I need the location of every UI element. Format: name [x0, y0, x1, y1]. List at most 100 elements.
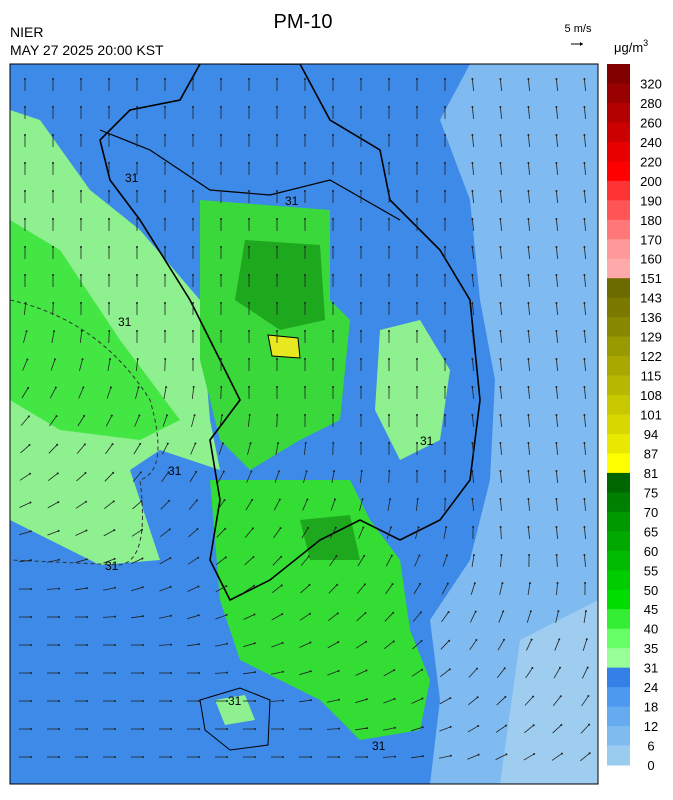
wind-arrow-head: [416, 134, 418, 136]
wind-arrow-head: [58, 530, 60, 532]
wind-arrow-head: [276, 302, 278, 304]
legend-label: 50: [644, 583, 658, 598]
wind-arrow-head: [499, 106, 501, 108]
unit-sup: 3: [643, 38, 648, 48]
wind-arrow-head: [136, 190, 138, 192]
wind-arrow-head: [499, 470, 501, 472]
wind-arrow-head: [136, 218, 138, 220]
legend-label: 60: [644, 544, 658, 559]
wind-arrow-head: [195, 471, 197, 473]
wind-arrow-head: [85, 501, 87, 503]
legend-label: 190: [640, 193, 662, 208]
unit-base: μg/m: [614, 40, 643, 55]
wind-arrow-head: [164, 246, 166, 248]
wind-arrow-head: [471, 246, 473, 248]
wind-arrow-head: [471, 386, 473, 388]
wind-arrow-head: [140, 471, 142, 473]
wind-arrow-head: [366, 756, 368, 758]
wind-arrow-head: [164, 78, 166, 80]
wind-arrow-head: [276, 386, 278, 388]
wind-arrow-head: [304, 218, 306, 220]
wind-arrow-head: [220, 190, 222, 192]
legend-swatch: [607, 239, 630, 259]
wind-arrow-head: [529, 582, 531, 584]
legend: 3202802602402202001901801701601511431361…: [607, 64, 662, 773]
wind-arrow-head: [198, 643, 200, 645]
wind-arrow-head: [52, 246, 54, 248]
wind-arrow-head: [447, 583, 449, 585]
wind-arrow-head: [388, 442, 390, 444]
wind-arrow-head: [332, 78, 334, 80]
wind-arrow-head: [499, 414, 501, 416]
wind-arrow-head: [279, 499, 281, 501]
wind-arrow-head: [444, 358, 446, 360]
wind-arrow-head: [53, 330, 55, 332]
wind-arrow-head: [583, 386, 585, 388]
wind-arrow-head: [86, 728, 88, 730]
wind-arrow-head: [444, 274, 446, 276]
wind-arrow-head: [57, 501, 59, 503]
wind-arrow-head: [198, 700, 200, 702]
wind-arrow-head: [52, 78, 54, 80]
wind-arrow-head: [52, 302, 54, 304]
wind-arrow-head: [587, 695, 589, 697]
wind-arrow-head: [252, 527, 254, 529]
wind-arrow-head: [58, 700, 60, 702]
wind-arrow-head: [248, 274, 250, 276]
wind-arrow-head: [473, 554, 475, 556]
contour-label: 31: [125, 171, 139, 185]
wind-arrow-head: [307, 527, 309, 529]
contour-label: 31: [228, 694, 242, 708]
wind-arrow-head: [337, 612, 339, 614]
wind-arrow-head: [444, 218, 446, 220]
wind-arrow-head: [392, 612, 394, 614]
wind-arrow-head: [417, 498, 419, 500]
legend-swatch: [607, 551, 630, 571]
contour-label: 31: [372, 739, 386, 753]
wind-arrow-head: [416, 442, 418, 444]
wind-arrow-head: [334, 498, 336, 500]
wind-arrow-head: [338, 670, 340, 672]
wind-arrow-head: [559, 667, 561, 669]
wind-arrow-head: [555, 386, 557, 388]
legend-label: 40: [644, 622, 658, 637]
wind-arrow-head: [505, 725, 507, 727]
wind-arrow-head: [254, 671, 256, 673]
wind-arrow-head: [24, 218, 26, 220]
legend-label: 170: [640, 232, 662, 247]
wind-arrow-head: [388, 470, 390, 472]
legend-label: 81: [644, 466, 658, 481]
wind-arrow-head: [108, 218, 110, 220]
wind-arrow-head: [248, 190, 250, 192]
wind-arrow-head: [555, 302, 557, 304]
wind-arrow-head: [499, 218, 501, 220]
wind-arrow-head: [527, 330, 529, 332]
wind-arrow-head: [445, 526, 447, 528]
wind-arrow-head: [220, 162, 222, 164]
wind-arrow-head: [304, 78, 306, 80]
wind-arrow-head: [336, 555, 338, 557]
wind-arrow-head: [308, 555, 310, 557]
wind-arrow-head: [527, 498, 529, 500]
wind-arrow-head: [471, 414, 473, 416]
wind-arrow-head: [136, 162, 138, 164]
wind-arrow-head: [360, 218, 362, 220]
wind-arrow-head: [254, 700, 256, 702]
wind-arrow-head: [583, 498, 585, 500]
legend-label: 160: [640, 252, 662, 267]
wind-arrow-head: [333, 470, 335, 472]
wind-arrow-head: [86, 700, 88, 702]
wind-arrow-head: [220, 302, 222, 304]
wind-arrow-head: [136, 302, 138, 304]
wind-arrow-head: [471, 134, 473, 136]
wind-arrow-head: [332, 302, 334, 304]
wind-arrow-head: [198, 728, 200, 730]
wind-arrow-head: [108, 134, 110, 136]
wind-arrow-head: [471, 78, 473, 80]
wind-arrow-head: [58, 588, 60, 590]
wind-arrow-head: [196, 499, 198, 501]
wind-arrow-head: [192, 106, 194, 108]
legend-label: 101: [640, 408, 662, 423]
wind-arrow-head: [555, 470, 557, 472]
wind-arrow-head: [58, 728, 60, 730]
